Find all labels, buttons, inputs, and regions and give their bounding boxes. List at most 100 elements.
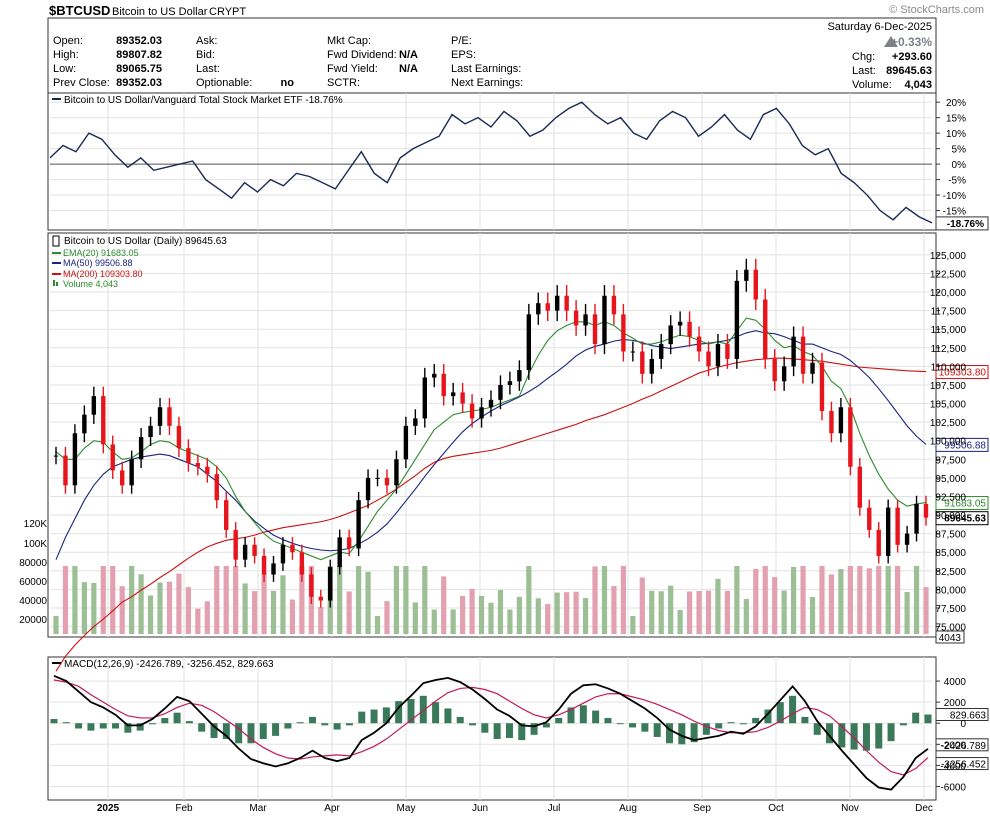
- volume-bar: [809, 596, 816, 634]
- candle-body: [914, 503, 919, 534]
- candle-body: [507, 381, 513, 385]
- macd-hist-bar: [296, 722, 304, 724]
- quote-label: Open:: [53, 35, 83, 47]
- price-tick-label: 105,000: [930, 400, 967, 411]
- macd-hist-bar: [616, 723, 624, 725]
- price-tick-label: 90,000: [935, 511, 966, 522]
- ema20-legend: EMA(20) 91683.05: [63, 248, 139, 258]
- volume-bar: [677, 609, 683, 634]
- candle-body: [309, 574, 314, 597]
- macd-hist-bar: [87, 723, 95, 731]
- candle-body: [252, 544, 257, 556]
- candle-body: [346, 537, 352, 549]
- volume-bar: [611, 586, 617, 634]
- volume-tick-label: 100K: [24, 539, 48, 550]
- macd-value-label: 829.663: [950, 710, 987, 721]
- candle-body: [72, 433, 78, 486]
- x-axis-label: Dec: [915, 803, 933, 814]
- volume-tick-label: 80000: [19, 558, 47, 569]
- volume-bar: [166, 581, 173, 634]
- macd-hist-bar: [259, 723, 267, 740]
- candle-body: [460, 392, 465, 404]
- macd-hist-bar: [826, 723, 834, 744]
- candle-body: [337, 537, 342, 568]
- macd-value-box: [935, 707, 989, 721]
- volume-bar: [791, 566, 797, 634]
- candle-body: [195, 463, 201, 467]
- candle-body: [592, 314, 598, 345]
- volume-bar: [289, 599, 296, 634]
- candle-body: [242, 544, 248, 560]
- volume-bar: [696, 591, 702, 634]
- quote-date: Saturday 6-Dec-2025: [827, 21, 932, 33]
- candle-body: [800, 336, 806, 374]
- volume-bar: [895, 566, 901, 634]
- x-axis-label: Jul: [548, 803, 561, 814]
- macd-hist-bar: [690, 723, 698, 743]
- macd-hist-bar: [50, 719, 58, 724]
- volume-bar: [904, 592, 910, 634]
- volume-bar: [639, 577, 645, 634]
- candle-body: [318, 596, 323, 601]
- rs-last-box: [935, 216, 989, 231]
- volume-bar: [393, 566, 400, 634]
- macd-hist-bar: [665, 723, 673, 744]
- volume-tick-label: 40000: [19, 596, 47, 607]
- candle-body: [819, 362, 825, 411]
- candle-body: [356, 500, 361, 549]
- volume-bar: [582, 598, 589, 634]
- volume-bar: [478, 595, 485, 634]
- macd-hist-bar: [198, 723, 206, 732]
- candle-body: [753, 269, 758, 300]
- volume-bar: [110, 566, 116, 634]
- candle-body: [583, 314, 588, 326]
- candle-body: [119, 470, 125, 486]
- volume-value-label: 4043: [939, 633, 962, 644]
- price-tick-label: 85,000: [935, 548, 966, 559]
- rs-tick-label: 10%: [946, 129, 966, 140]
- macd-hist-bar: [912, 712, 920, 724]
- price-tick-label: 95,000: [935, 474, 966, 485]
- candle-body: [157, 407, 163, 426]
- candle-body: [545, 303, 550, 311]
- volume-bar: [299, 566, 305, 634]
- price-tick-label: 102,500: [930, 418, 967, 429]
- chg-label: Chg:: [852, 51, 875, 63]
- volume-bar: [318, 607, 324, 634]
- candle-body: [299, 552, 305, 575]
- quote-label: Fwd Yield:: [327, 63, 378, 75]
- candle-body: [744, 269, 749, 281]
- macd-hist-bar: [862, 723, 870, 751]
- x-axis-label: Apr: [324, 803, 340, 814]
- volume-bar: [535, 598, 541, 634]
- candle-body: [167, 407, 172, 426]
- macd-hist-bar: [75, 723, 83, 729]
- candle-body: [734, 280, 740, 359]
- candle-body: [857, 466, 863, 508]
- last-value: 89645.63: [886, 65, 932, 77]
- exchange-name: CRYPT: [209, 6, 246, 18]
- volume-bar: [356, 566, 362, 634]
- volume-bar: [526, 566, 532, 634]
- volume-bar: [497, 589, 504, 634]
- macd-tick-label: 2000: [944, 698, 967, 709]
- price-tick-label: 112,500: [931, 344, 967, 355]
- macd-hist-bar: [887, 723, 895, 742]
- rs-line: [49, 101, 933, 224]
- candle-body: [876, 529, 881, 556]
- macd-hist-bar: [530, 723, 538, 735]
- candle-body: [829, 410, 834, 434]
- rs-tick-label: -5%: [948, 176, 966, 187]
- candle-body: [328, 567, 333, 601]
- candle-body: [176, 425, 182, 449]
- macd-signal-line: [53, 679, 929, 776]
- macd-hist-bar: [148, 723, 156, 725]
- macd-panel: [47, 656, 937, 801]
- quote-label: High:: [53, 49, 79, 61]
- macd-tick-label: 0: [960, 719, 966, 730]
- macd-hist-bar: [493, 723, 501, 740]
- price-value-box: [935, 365, 989, 380]
- candle-body: [450, 392, 456, 397]
- volume-bar: [100, 566, 106, 634]
- macd-hist-bar: [136, 723, 144, 731]
